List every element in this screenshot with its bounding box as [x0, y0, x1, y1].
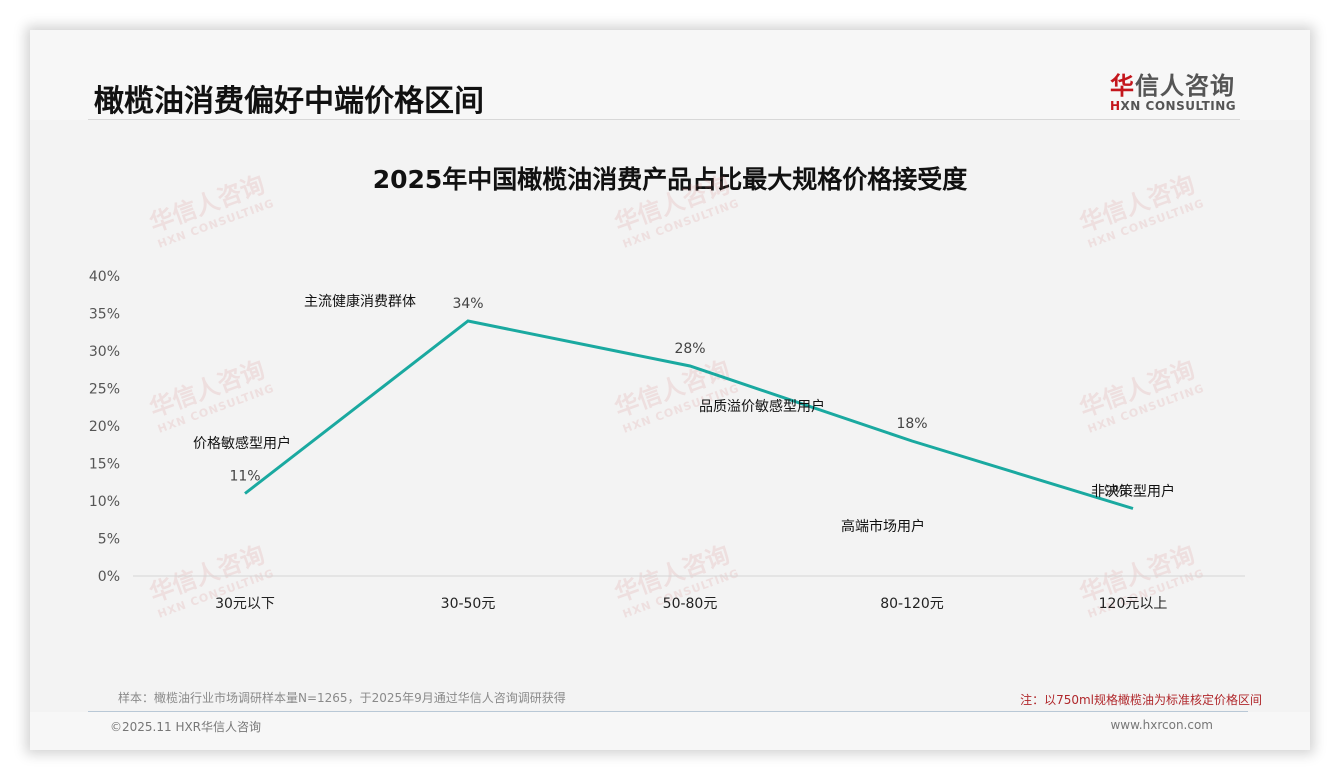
y-tick-label: 0% [98, 569, 120, 585]
segment-annotation: 价格敏感型用户 [193, 435, 291, 452]
data-value-label: 18% [896, 416, 927, 432]
logo-rest: 信人咨询 [1135, 72, 1235, 100]
x-tick-label: 120元以上 [1099, 596, 1168, 612]
logo-hua: 华 [1110, 72, 1135, 100]
y-tick-label: 40% [89, 269, 120, 285]
y-tick-label: 30% [89, 344, 120, 360]
segment-annotation: 主流健康消费群体 [304, 293, 416, 310]
data-value-label: 11% [229, 469, 260, 485]
sample-note: 样本：橄榄油行业市场调研样本量N=1265，于2025年9月通过华信人咨询调研获… [118, 691, 566, 705]
x-tick-label: 30元以下 [215, 596, 275, 612]
y-tick-label: 15% [89, 457, 120, 473]
logo-en-h: H [1110, 99, 1121, 113]
data-value-label: 9% [1104, 484, 1126, 500]
footer-divider [88, 711, 1248, 712]
line-chart: 0% 5% 10% 15% 20% 25% 30% 35% 40% 30元以下 30-50元 50-… [89, 269, 1245, 612]
copyright: ©2025.11 HXR华信人咨询 [110, 720, 262, 734]
chart-title: 2025年中国橄榄油消费产品占比最大规格价格接受度 [372, 165, 968, 194]
segment-annotation: 非决策型用户 [1091, 483, 1175, 500]
price-note: 注：以750ml规格橄榄油为标准核定价格区间 [1020, 693, 1262, 707]
logo-en: HXN CONSULTING [1110, 99, 1250, 113]
footer-band [30, 712, 1310, 750]
y-tick-label: 35% [89, 307, 120, 323]
x-axis: 30元以下 30-50元 50-80元 80-120元 120元以上 [215, 596, 1167, 612]
brand-logo: 华信人咨询 HXN CONSULTING [1110, 66, 1250, 113]
data-value-label: 28% [674, 341, 705, 357]
logo-en-rest: XN CONSULTING [1120, 99, 1237, 113]
y-tick-label: 25% [89, 382, 120, 398]
website-link[interactable]: www.hxrcon.com [1110, 718, 1213, 732]
series-line [244, 319, 1134, 510]
x-tick-label: 30-50元 [441, 596, 496, 612]
header-band [30, 30, 1310, 120]
data-value-label: 34% [452, 296, 483, 312]
title-divider [88, 119, 1240, 120]
y-tick-label: 5% [98, 532, 120, 548]
logo-cn: 华信人咨询 [1110, 66, 1250, 101]
y-axis: 0% 5% 10% 15% 20% 25% 30% 35% 40% [89, 269, 120, 585]
value-labels: 11% 34% 28% 18% 9% [229, 296, 1126, 500]
y-tick-label: 10% [89, 494, 120, 510]
segment-annotation: 品质溢价敏感型用户 [699, 398, 825, 415]
slide: 橄榄油消费偏好中端价格区间 华信人咨询 HXN CONSULTING 2025年… [30, 30, 1310, 750]
x-tick-label: 50-80元 [663, 596, 718, 612]
y-tick-label: 20% [89, 419, 120, 435]
segment-annotation: 高端市场用户 [841, 518, 925, 535]
page-title: 橄榄油消费偏好中端价格区间 [94, 84, 484, 119]
x-tick-label: 80-120元 [880, 596, 944, 612]
